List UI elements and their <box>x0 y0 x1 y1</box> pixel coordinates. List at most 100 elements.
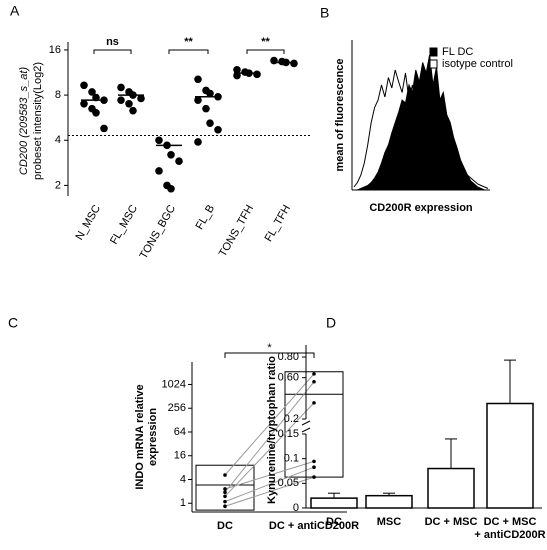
filled-histogram <box>354 54 488 191</box>
pair-line <box>224 381 315 493</box>
dot <box>194 96 202 104</box>
dot <box>100 124 108 133</box>
dot <box>312 379 316 384</box>
panel-letter: C <box>8 315 18 331</box>
x-axis-label: CD200R expression <box>369 202 473 214</box>
dot <box>194 138 202 146</box>
dot <box>129 106 137 115</box>
dot <box>312 401 316 405</box>
x-tick-label: FL_TFH <box>263 203 294 244</box>
pair-line <box>224 402 315 497</box>
legend-swatch <box>429 59 438 69</box>
box <box>195 464 255 511</box>
bar <box>427 467 475 509</box>
dot <box>167 150 175 159</box>
significance-label: ** <box>184 36 193 48</box>
dot <box>117 83 125 92</box>
significance-label: * <box>267 342 272 354</box>
significance-bracket <box>168 49 209 54</box>
dot <box>223 494 227 499</box>
legend-label: isotype control <box>442 58 513 70</box>
x-tick-label: DC + MSC <box>425 516 478 528</box>
y-tick-label: 0.05 <box>278 477 299 489</box>
dot <box>223 490 227 495</box>
dot <box>80 81 88 90</box>
dot <box>214 125 222 134</box>
dot <box>223 487 227 491</box>
x-tick-label: TONS_TFH <box>217 203 256 259</box>
x-tick-label: DC + MSC <box>484 516 537 528</box>
panel-letter: D <box>326 315 336 331</box>
x-tick-label: N_MSC <box>73 203 103 242</box>
y-tick-label: 16 <box>49 44 61 56</box>
bar <box>310 497 358 509</box>
dot <box>223 473 227 477</box>
y-tick-label: 0 <box>293 502 299 514</box>
y-tick-label: 1 <box>180 497 186 509</box>
dot <box>155 167 163 175</box>
y-tick-label: 0.15 <box>278 428 299 440</box>
x-tick-label: FL_MSC <box>108 203 140 247</box>
dot <box>253 70 261 79</box>
y-axis-label: probeset intensity(Log2) <box>32 62 44 180</box>
dot <box>117 96 125 104</box>
dot <box>137 94 145 103</box>
significance-bracket <box>246 49 285 54</box>
y-axis-label: INDO mRNA relative <box>134 384 146 489</box>
dot <box>88 88 96 96</box>
significance-label: ns <box>106 36 119 48</box>
significance-bracket <box>93 49 132 54</box>
dot <box>175 157 183 166</box>
y-axis-label: CD200 (209583_s_at) <box>18 67 30 176</box>
y-tick-label: 1024 <box>162 378 186 390</box>
x-tick-label: + antiCD200R <box>474 529 545 541</box>
y-axis-label: mean of fluorescence <box>334 58 346 171</box>
legend-label: FL DC <box>442 46 473 58</box>
y-axis-label: Kynurenine/tryptophan ratio <box>266 356 278 504</box>
panel-letter: A <box>10 3 20 19</box>
significance-bracket <box>224 352 315 358</box>
significance-label: ** <box>261 36 270 48</box>
y-tick-label: 0.80 <box>278 351 299 363</box>
dot <box>223 504 227 509</box>
dot <box>202 104 210 113</box>
x-tick-label: DC <box>217 520 233 532</box>
y-axis-label: expression <box>147 408 159 466</box>
axis-break <box>301 427 311 433</box>
dot <box>194 75 202 84</box>
legend-swatch <box>429 47 438 57</box>
y-tick-label: 64 <box>174 426 186 438</box>
x-tick-label: DC <box>326 516 342 528</box>
y-tick-label: 2 <box>55 179 61 191</box>
dot <box>223 499 227 504</box>
pair-line <box>224 476 315 507</box>
y-tick-label: 8 <box>55 89 61 101</box>
dot <box>80 100 88 108</box>
axis-break <box>301 420 311 426</box>
dot <box>312 459 316 464</box>
panel-letter: B <box>320 5 329 21</box>
dot <box>206 119 214 127</box>
x-tick-label: FL_B <box>194 203 218 232</box>
x-tick-label: MSC <box>377 516 402 528</box>
dot <box>167 184 175 193</box>
pair-line <box>224 373 315 476</box>
pair-line <box>224 466 315 503</box>
x-tick-label: TONS_BGC <box>138 203 179 261</box>
dot <box>125 100 133 108</box>
y-tick-label: 16 <box>174 450 186 462</box>
y-tick-label: 4 <box>180 473 186 485</box>
dot <box>233 65 241 74</box>
dot <box>312 465 316 469</box>
y-tick-label: 256 <box>168 402 186 414</box>
x-tick-label: DC + antiCD200R <box>269 520 359 532</box>
y-tick-label: 0.1 <box>284 453 299 465</box>
bar <box>365 494 413 509</box>
pair-line <box>224 460 315 490</box>
dot <box>312 475 316 479</box>
outline-histogram <box>353 69 489 189</box>
dot <box>206 89 214 98</box>
y-tick-label: 4 <box>55 134 61 146</box>
bar <box>486 402 534 509</box>
